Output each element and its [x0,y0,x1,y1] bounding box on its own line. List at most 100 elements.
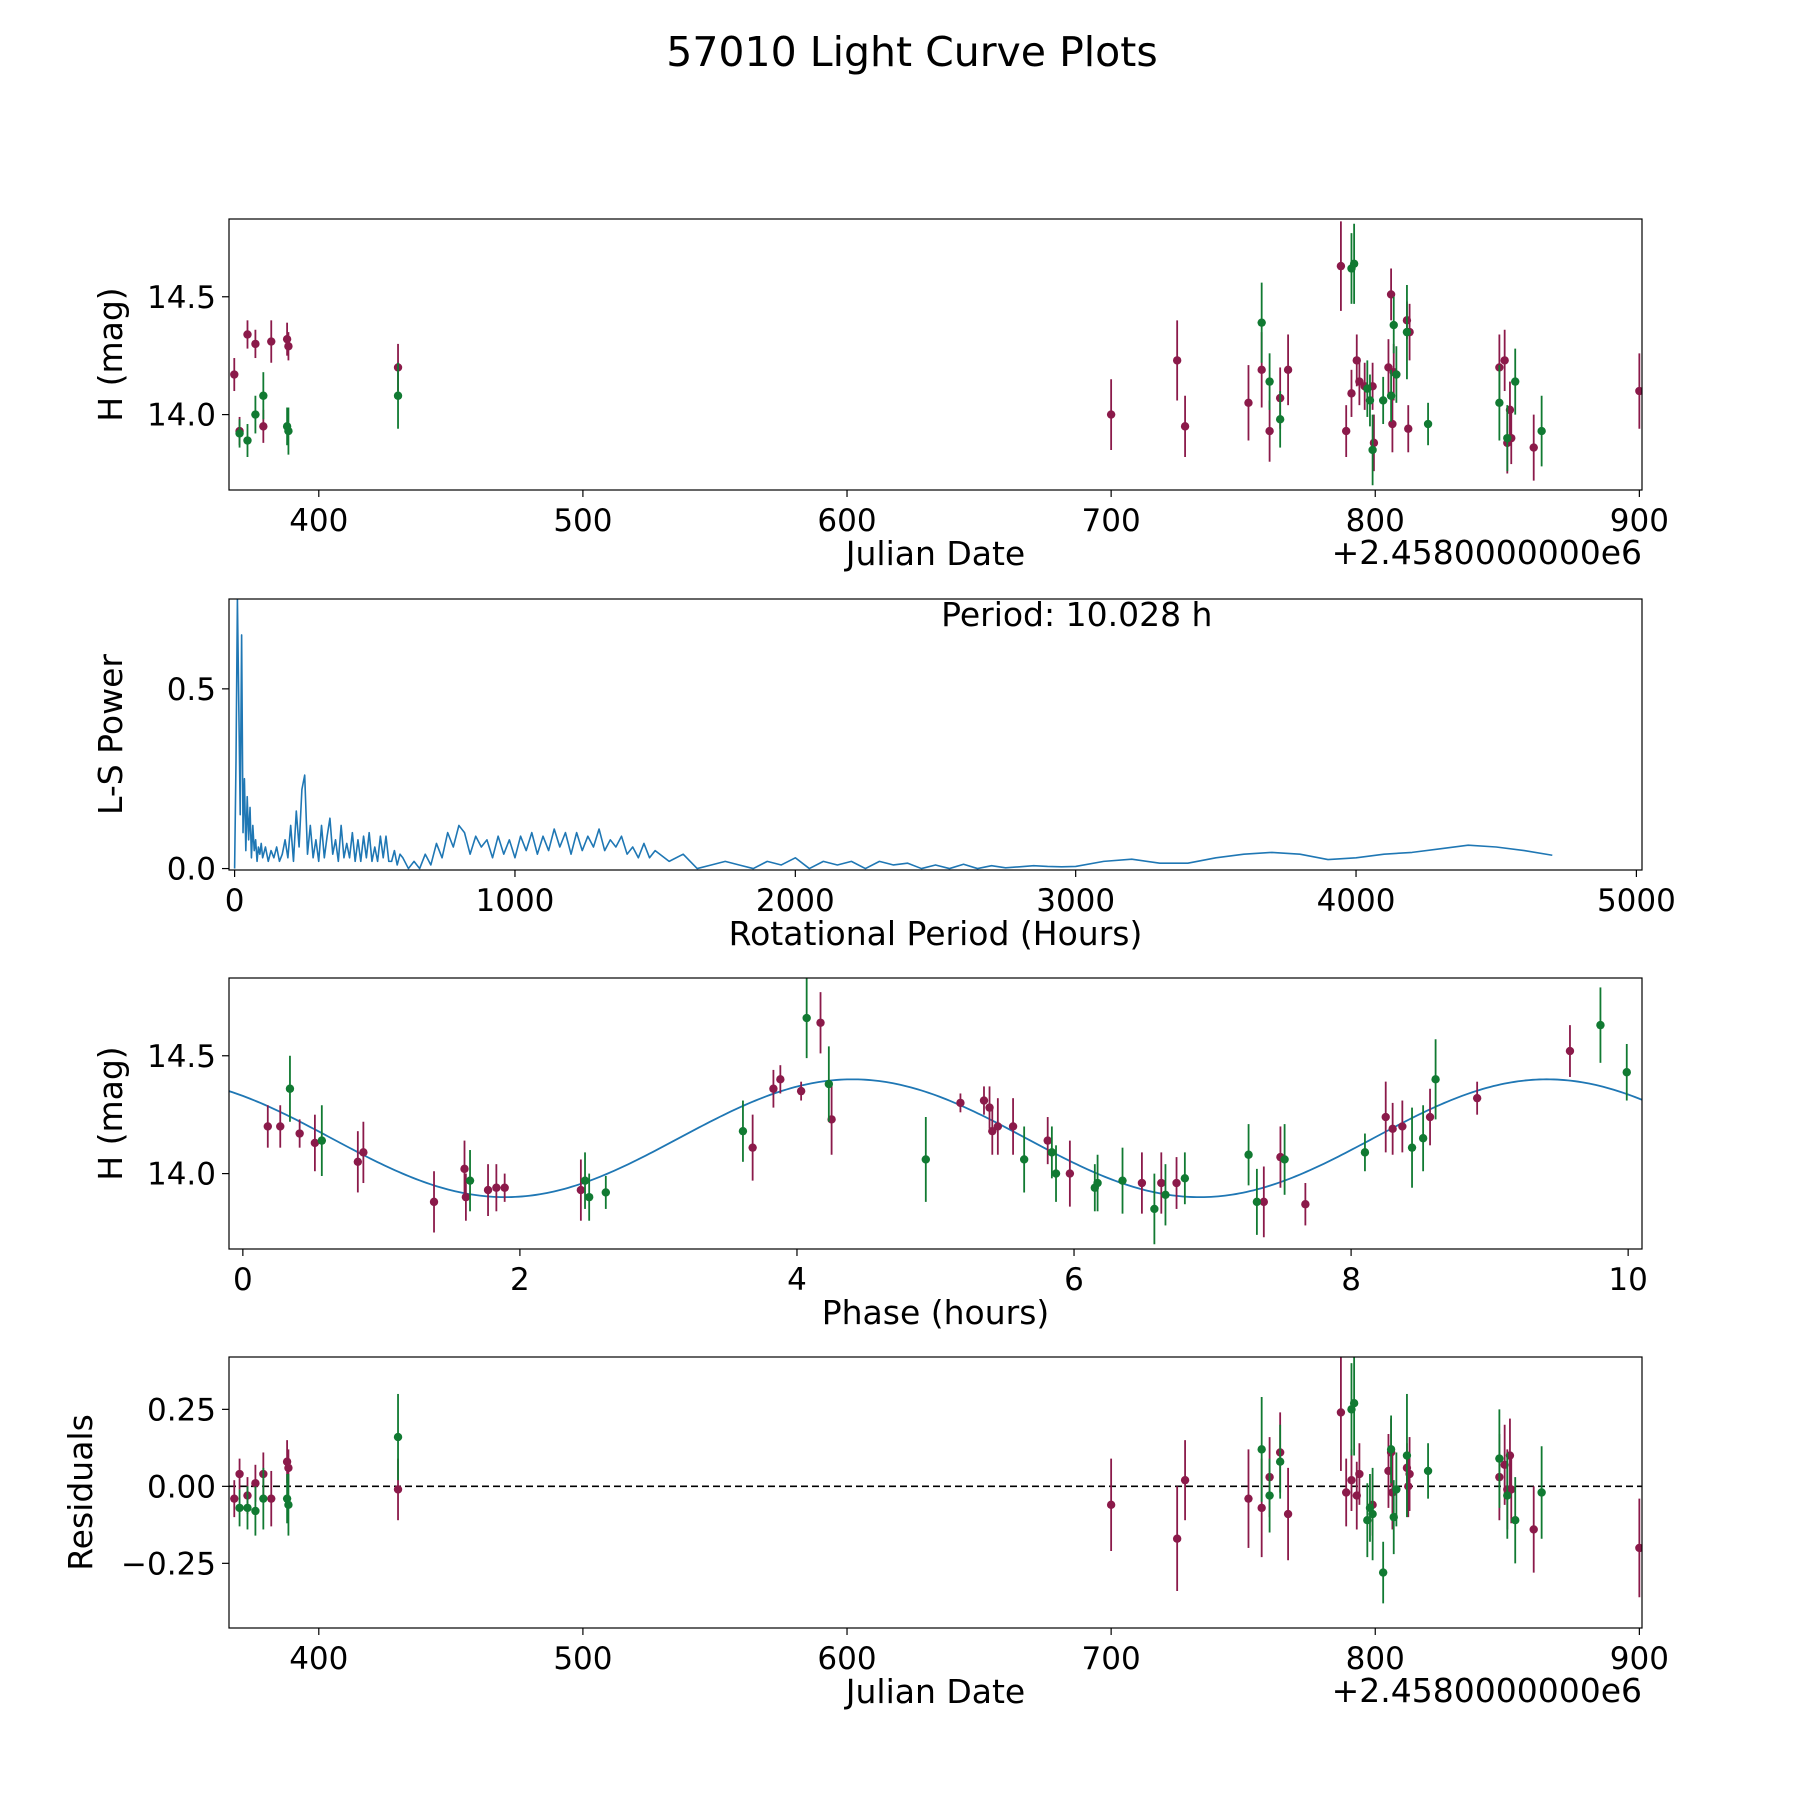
y-tick-label: 14.0 [147,398,216,434]
data-point [1257,1503,1266,1513]
data-point [1388,419,1397,429]
data-point [1265,426,1274,436]
data-point [1019,1155,1029,1164]
data-point [1172,1178,1181,1188]
data-point [1360,1148,1370,1157]
data-point [1283,1509,1293,1519]
data-point [1404,1482,1413,1491]
data-point [1349,259,1359,268]
data-point [230,370,239,379]
data-point [353,1157,363,1167]
data-point [1252,1197,1262,1207]
y-tick-label: 14.5 [147,280,216,316]
y-tick-label: 0.00 [147,1469,216,1505]
data-point [359,1148,368,1157]
data-point [1180,1174,1190,1183]
data-point [1472,1093,1482,1103]
data-point [483,1185,493,1195]
data-point [284,342,293,351]
data-point [460,1164,469,1174]
data-point [1265,1491,1274,1500]
data-point [295,1129,304,1138]
x-tick-label: 400 [289,1641,348,1677]
panel-residuals: 400 500 600 700 800 900 0.25 0.00 −0.25 Julian Da… [61,1356,1669,1711]
y-axis-label: L-S Power [91,654,130,815]
data-point [921,1155,931,1164]
data-point [235,1503,244,1513]
x-axis-offset-label: +2.4580000000e6 [1332,1671,1642,1710]
x-tick-label: 900 [1610,1641,1669,1677]
data-point [1402,1451,1412,1460]
data-point [1341,1488,1351,1497]
data-point [1157,1178,1166,1188]
data-point [1503,433,1512,443]
data-point [1137,1178,1147,1188]
y-tick-label: 0.0 [167,852,216,888]
data-point [1257,318,1266,327]
data-point [1565,1046,1575,1056]
data-point [235,1469,244,1479]
data-point [259,422,268,431]
data-point [230,1494,239,1503]
data-point [1347,389,1356,398]
data-point [1596,1020,1605,1030]
data-point [1418,1134,1428,1143]
data-point [1341,426,1351,436]
panel-periodogram: 0 1000 2000 3000 4000 5000 0.0 0.5 Rotational Pe… [91,595,1676,953]
y-axis-label: H (mag) [91,1046,130,1180]
data-point [796,1086,806,1096]
data-point [1388,1124,1397,1134]
data-point [1392,1485,1401,1494]
data-point [1529,1525,1538,1534]
data-point [393,391,403,400]
x-axis-label: Julian Date [844,534,1026,573]
data-point [993,1122,1003,1131]
x-tick-label: 800 [1346,1641,1405,1677]
data-point [1423,419,1433,429]
data-point [601,1188,610,1197]
data-point [267,337,276,346]
data-point [276,1122,285,1131]
axes-frame [228,218,1643,491]
data-point [1365,396,1375,405]
data-point [393,1485,403,1494]
data-point [776,1075,785,1084]
x-tick-label: 4000 [1317,883,1396,919]
axes-frame [228,977,1643,1250]
y-tick-label: 14.0 [147,1157,216,1193]
axes-frame [228,1356,1643,1629]
x-axis-label: Rotational Period (Hours) [729,914,1143,953]
x-tick-label: 0 [225,883,245,919]
data-point [1495,398,1504,408]
data-point [267,1494,276,1503]
x-tick-label: 8 [1341,1262,1361,1298]
data-point [284,1463,293,1473]
x-axis-label: Julian Date [844,1672,1026,1711]
periodogram-line [233,599,1553,870]
plot-area-periodogram [233,599,1553,870]
data-point [500,1183,509,1192]
data-point [263,1122,272,1131]
data-point [284,1500,293,1510]
x-tick-label: 6 [1064,1262,1084,1298]
data-point [1389,320,1398,330]
data-point [1347,1475,1356,1485]
data-point [1529,443,1538,452]
data-point [1180,1475,1190,1485]
x-tick-label: 700 [1082,503,1141,539]
data-point [1106,1500,1116,1510]
data-point [317,1136,327,1145]
data-point [259,391,268,400]
x-tick-label: 900 [1610,503,1669,539]
data-point [1537,426,1546,436]
data-point [956,1098,965,1108]
data-point [1093,1178,1102,1188]
plot-area-residuals [229,1357,1642,1604]
data-point [461,1192,471,1202]
data-point [1244,1150,1253,1159]
data-point [1368,445,1377,455]
data-point [1368,1509,1377,1519]
data-point [1635,1543,1642,1553]
series-band_a [230,221,1642,481]
